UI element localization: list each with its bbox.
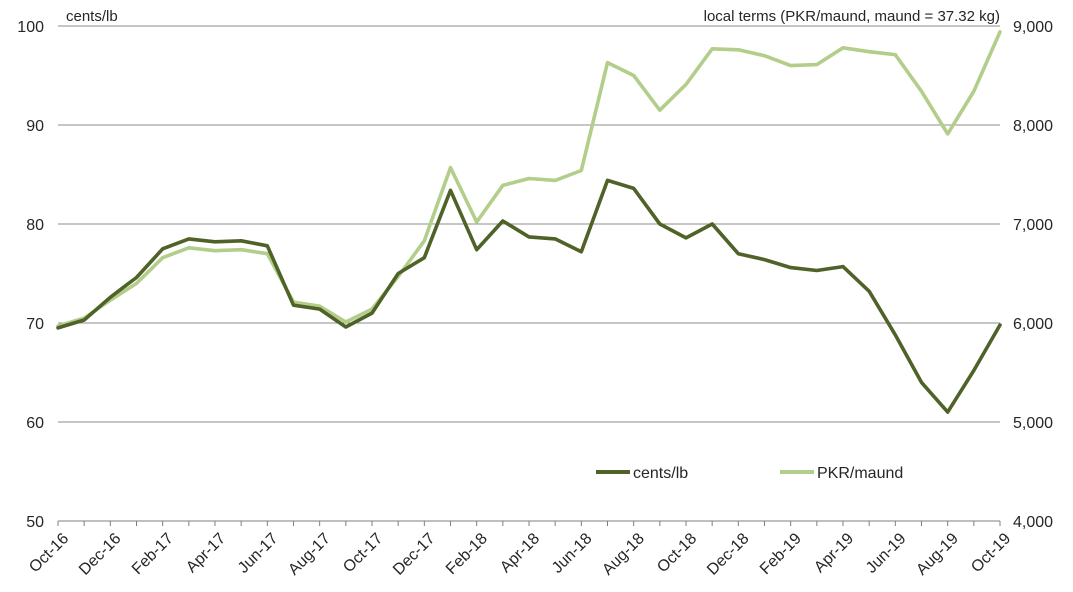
- x-tick-label: Jun-18: [549, 530, 596, 577]
- legend-label-cents-lb: cents/lb: [633, 465, 688, 482]
- legend: cents/lb PKR/maund: [596, 465, 903, 482]
- x-tick-label: Jun-17: [235, 530, 282, 577]
- x-tick-label: Apr-17: [183, 530, 229, 576]
- y-right-tick-labels: 4,000 5,000 6,000 7,000 8,000 9,000: [1013, 19, 1053, 531]
- x-tick-label: Dec-16: [76, 530, 125, 579]
- x-tick-label: Oct-18: [654, 530, 700, 576]
- y-left-tick-label: 80: [26, 217, 44, 234]
- y-left-tick-label: 60: [26, 415, 44, 432]
- legend-label-pkr-maund: PKR/maund: [817, 465, 903, 482]
- x-tick-label: Feb-18: [443, 530, 491, 578]
- x-tick-label: Aug-19: [913, 530, 962, 579]
- x-tick-label: Oct-16: [26, 530, 72, 576]
- x-tick-label: Aug-18: [599, 530, 648, 579]
- y-right-tick-label: 7,000: [1013, 217, 1053, 234]
- x-tick-label: Oct-19: [968, 530, 1014, 576]
- y-left-tick-label: 100: [17, 19, 44, 36]
- y-right-tick-label: 9,000: [1013, 19, 1053, 36]
- y-right-tick-label: 5,000: [1013, 415, 1053, 432]
- x-tick-label: Feb-19: [757, 530, 805, 578]
- y-left-tick-label: 50: [26, 514, 44, 531]
- x-tick-label: Dec-17: [390, 530, 439, 579]
- x-tick-label: Jun-19: [863, 530, 910, 577]
- x-axis-ticks: Oct-16 Dec-16 Feb-17 Apr-17 Jun-17 Aug-17 Oct-…: [26, 521, 1014, 579]
- y-left-tick-label: 70: [26, 316, 44, 333]
- right-axis-unit-label: local terms (PKR/maund, maund = 37.32 kg…: [704, 8, 1000, 25]
- y-right-tick-label: 8,000: [1013, 118, 1053, 135]
- y-left-tick-labels: 50 60 70 80 90 100: [17, 19, 44, 531]
- gridlines: [58, 26, 1000, 422]
- x-tick-label: Apr-18: [497, 530, 543, 576]
- x-tick-label: Oct-17: [340, 530, 386, 576]
- y-right-tick-label: 4,000: [1013, 514, 1053, 531]
- y-right-tick-label: 6,000: [1013, 316, 1053, 333]
- y-left-tick-label: 90: [26, 118, 44, 135]
- series-lines: [58, 32, 1000, 412]
- x-tick-label: Apr-19: [811, 530, 857, 576]
- series-line-cents-lb: [58, 180, 1000, 412]
- x-tick-label: Feb-17: [129, 530, 177, 578]
- left-axis-unit-label: cents/lb: [66, 8, 118, 25]
- x-tick-label: Aug-17: [285, 530, 334, 579]
- x-tick-label: Dec-18: [704, 530, 753, 579]
